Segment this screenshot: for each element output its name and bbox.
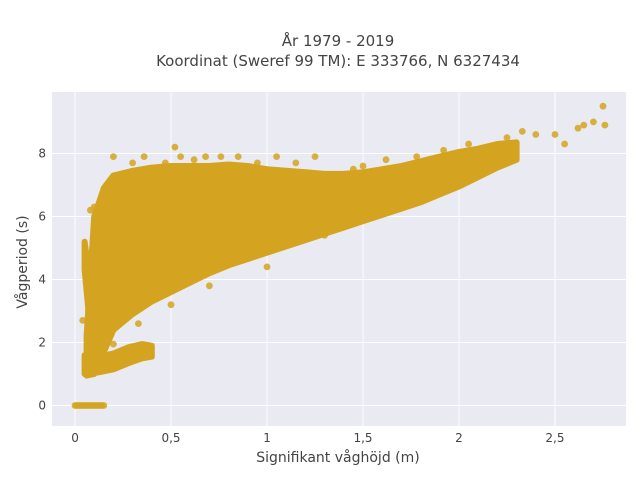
x-tick-label: 0,5 [161,431,180,445]
data-point [148,165,156,173]
data-point [263,263,271,271]
x-tick-label: 1,5 [353,431,372,445]
data-point [135,320,142,327]
data-point [413,153,421,161]
data-point [503,134,511,142]
data-point [87,206,94,214]
data-point [321,184,328,192]
chart-title: År 1979 - 2019 [282,31,395,50]
data-point [254,159,261,167]
data-point [590,118,597,126]
data-point [167,301,175,309]
data-point [94,364,102,372]
data-point [79,317,87,324]
data-point [100,402,108,409]
data-point [140,153,148,161]
data-point [599,102,607,110]
y-tick-label: 4 [38,272,46,286]
data-point [321,232,328,239]
data-point [85,351,92,359]
data-point [580,121,588,129]
data-point [177,153,185,161]
x-tick-label: 0 [71,431,79,445]
data-point [551,131,559,138]
data-point [202,153,210,161]
y-tick-label: 6 [38,209,46,223]
data-point [190,156,198,164]
scatter-density-band [81,341,155,377]
scatter-density-band [83,139,520,379]
data-point [292,159,300,167]
data-density-bands [81,139,520,379]
data-point [217,153,225,161]
data-point [465,140,472,148]
data-point [83,269,90,277]
data-point [518,127,526,135]
data-point [110,340,117,348]
y-axis-label: Vågperiod (s) [14,215,31,308]
data-point [311,153,319,161]
data-point [561,140,568,148]
data-point [382,156,390,164]
y-axis-ticks: 0 2 4 6 8 [38,146,46,412]
x-tick-label: 1 [263,431,271,445]
data-point [87,361,94,368]
data-point [601,121,609,129]
data-point [148,295,156,302]
data-points [71,102,609,409]
x-axis-ticks: 0 0,5 1 1,5 2 2,5 [71,431,564,445]
data-point [359,194,367,202]
x-tick-label: 2,5 [545,431,564,445]
data-point [378,203,386,211]
data-point [359,162,367,170]
data-point [138,345,146,353]
data-point [144,343,152,351]
data-point [273,153,280,161]
data-point [161,159,169,167]
data-point [206,282,213,290]
y-tick-label: 2 [38,336,46,350]
data-point [234,153,242,161]
chart-subtitle: Koordinat (Sweref 99 TM): E 333766, N 63… [156,52,520,70]
data-point [100,197,108,205]
y-tick-label: 8 [38,146,46,160]
x-tick-label: 2 [455,431,463,445]
data-point [574,124,582,132]
data-point [110,153,117,161]
y-tick-label: 0 [38,399,46,413]
data-point [532,131,540,138]
data-point [440,146,447,154]
data-point [350,165,357,173]
data-point [129,159,137,167]
data-point [171,143,179,151]
x-axis-label: Signifikant våghöjd (m) [256,449,419,466]
